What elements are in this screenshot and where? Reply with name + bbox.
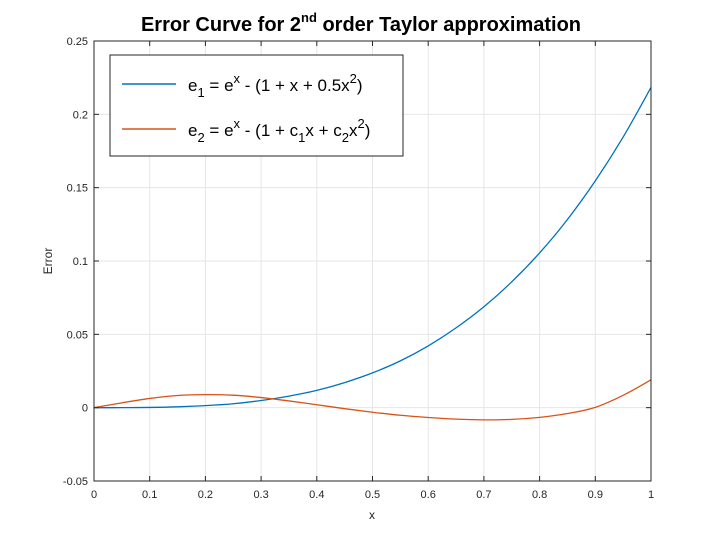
x-tick-label: 0.7 [476,489,491,501]
legend: e1 = ex - (1 + x + 0.5x2) e2 = ex - (1 +… [109,54,404,157]
y-tick-label: 0.1 [73,256,88,268]
y-axis-label: Error [41,248,55,275]
series-line-e1 [93,87,652,409]
x-tick-label: 1 [648,489,654,501]
y-tick-label: 0.2 [73,109,88,121]
chart-title: Error Curve for 2nd order Taylor approxi… [141,10,581,36]
legend-entry-e2: e2 = ex - (1 + c1x + c2x2) [188,116,370,145]
x-tick-label: 0.8 [532,489,547,501]
x-tick-label: 0.3 [253,489,268,501]
legend-entry-e1: e1 = ex - (1 + x + 0.5x2) [188,71,363,100]
y-tick-label: 0.25 [67,36,88,48]
x-tick-label: 0.9 [588,489,603,501]
series-line-e2 [93,379,652,421]
y-tick-label: 0.15 [67,183,88,195]
x-tick-label: 0.5 [365,489,380,501]
y-tick-label: 0 [82,403,88,415]
series-layer [93,87,652,421]
y-tick-label: 0.05 [67,329,88,341]
x-tick-label: 0.6 [421,489,436,501]
x-axis-label: x [369,508,375,522]
x-tick-label: 0 [91,489,97,501]
x-tick-label: 0.2 [198,489,213,501]
legend-box [109,54,404,157]
y-tick-label: -0.05 [63,476,88,488]
axis-ticks: 0 0.1 0.2 0.3 0.4 0.5 0.6 0.7 0.8 0.9 1-0.0500.050… [63,36,654,501]
x-tick-label: 0.4 [309,489,324,501]
chart-title-superscript: nd [301,10,317,25]
x-tick-label: 0.1 [142,489,157,501]
